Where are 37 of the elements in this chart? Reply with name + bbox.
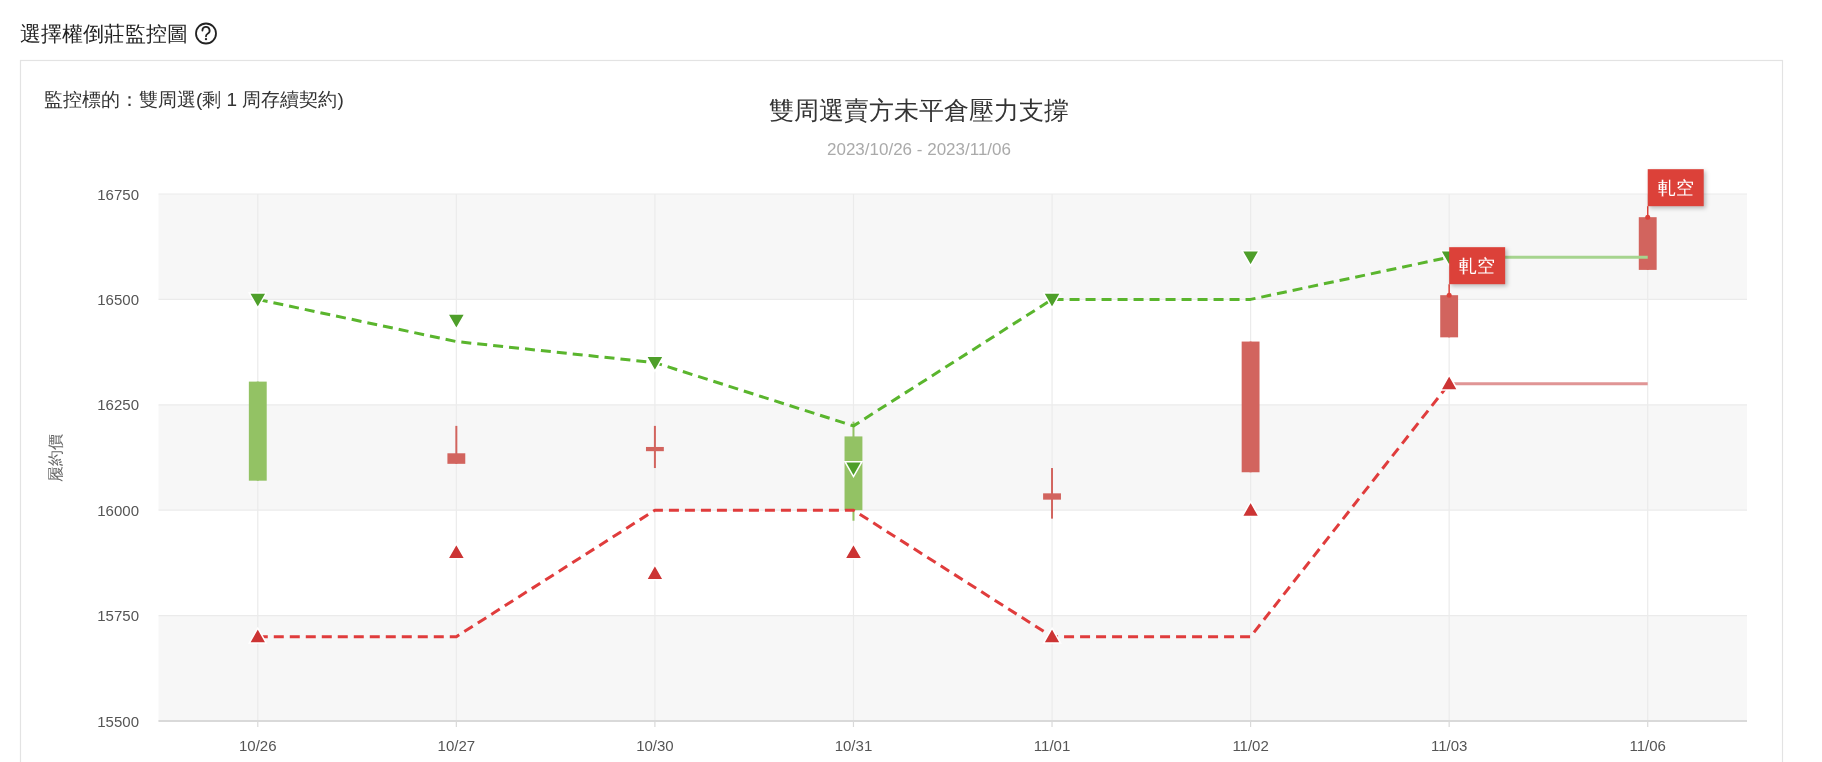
x-tick-label: 11/02 bbox=[1232, 737, 1269, 754]
x-tick-label: 10/30 bbox=[636, 737, 674, 754]
point bbox=[1439, 374, 1459, 391]
y-tick-label: 16250 bbox=[97, 396, 139, 414]
text: 監控標的：雙周選(剩 1 周存續契約) bbox=[44, 89, 344, 110]
candlestick bbox=[447, 424, 466, 465]
candlestick bbox=[1043, 467, 1061, 520]
chart-subtitle: 2023/10/26 - 2023/11/06 bbox=[826, 140, 1012, 159]
x-tick-label: 10/31 bbox=[834, 737, 873, 754]
point bbox=[248, 292, 268, 309]
x-tick-label: 10/26 bbox=[239, 737, 277, 754]
y-axis-title: 履約價 bbox=[47, 433, 64, 482]
candlestick bbox=[645, 424, 664, 470]
point bbox=[844, 543, 863, 560]
y-tick-label: 16500 bbox=[97, 290, 139, 308]
y-tick-label: 16750 bbox=[97, 185, 139, 203]
point bbox=[1241, 500, 1260, 518]
x-tick-label: 11/03 bbox=[1430, 737, 1468, 754]
y-tick-label: 15500 bbox=[97, 712, 139, 730]
point bbox=[645, 355, 665, 372]
point bbox=[645, 564, 665, 581]
annotation: 軋空 bbox=[1657, 178, 1694, 199]
point bbox=[447, 313, 466, 330]
y-tick-label: 16000 bbox=[97, 501, 139, 519]
chart-title: 雙周選賣方未平倉壓力支撐 bbox=[769, 96, 1069, 124]
point bbox=[844, 460, 863, 478]
x-tick-label: 11/01 bbox=[1033, 737, 1071, 754]
point bbox=[1241, 250, 1260, 267]
text: 選擇權倒莊監控圖 bbox=[20, 22, 188, 45]
x-tick-label: 11/06 bbox=[1629, 737, 1666, 754]
point bbox=[1042, 292, 1062, 309]
x-tick-label: 10/27 bbox=[437, 737, 476, 754]
point bbox=[248, 627, 268, 644]
point bbox=[1042, 627, 1062, 644]
y-tick-label: 15750 bbox=[97, 607, 139, 625]
annotation: 軋空 bbox=[1459, 256, 1496, 277]
point bbox=[447, 543, 466, 560]
